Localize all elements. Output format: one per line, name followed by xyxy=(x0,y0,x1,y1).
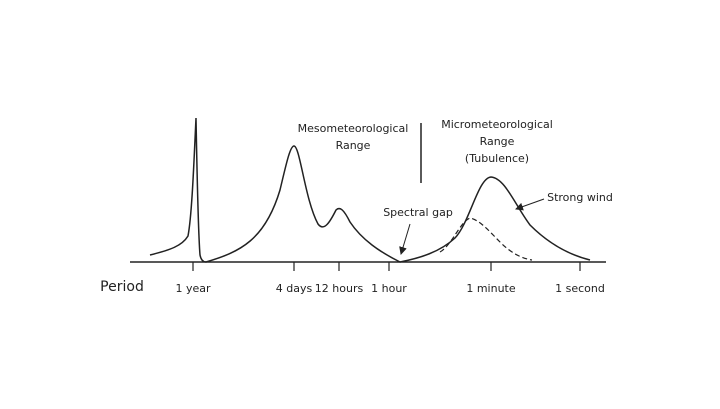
annotation: Strong wind xyxy=(547,191,613,204)
tick-label: 4 days xyxy=(276,282,313,295)
annotation: Spectral gap xyxy=(383,206,453,219)
region-label: Range xyxy=(480,135,515,148)
spectrum-curve-dashed xyxy=(439,217,533,261)
arrow xyxy=(399,223,411,255)
region-label: (Tubulence) xyxy=(465,152,529,165)
region-label: Micrometeorological xyxy=(441,118,553,131)
tick-label: 12 hours xyxy=(315,282,364,295)
region-label: Mesometeorological xyxy=(298,122,409,135)
tick-label: 1 hour xyxy=(371,282,407,295)
tick-label: 1 minute xyxy=(466,282,516,295)
tick-label: 1 year xyxy=(175,282,211,295)
spectrum-curve xyxy=(149,117,591,263)
arrow xyxy=(515,198,545,211)
region-label: Range xyxy=(336,139,371,152)
tick-label: 1 second xyxy=(555,282,605,295)
axis-label: Period xyxy=(100,279,144,295)
